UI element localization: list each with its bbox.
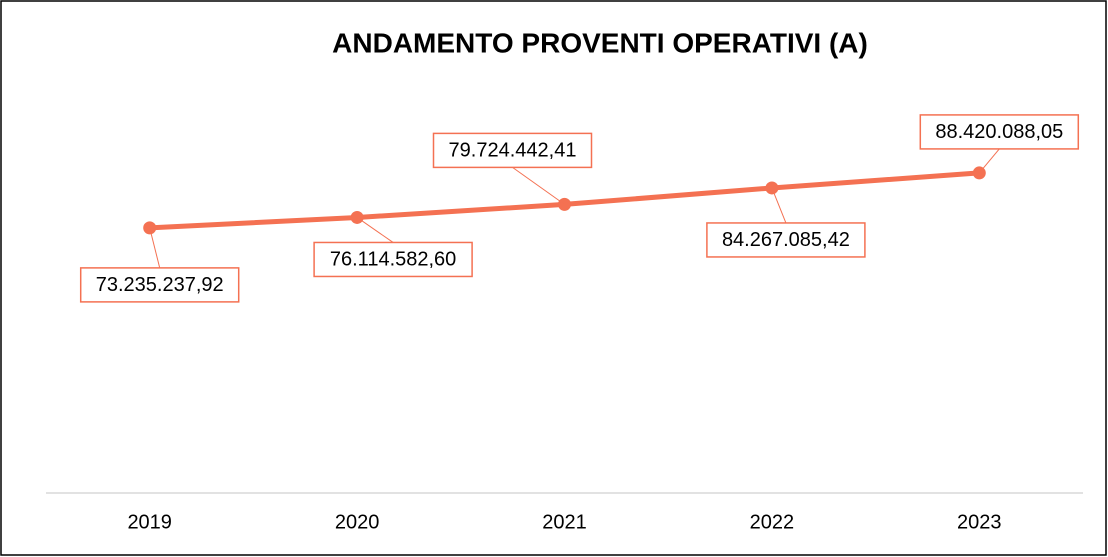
x-tick-label: 2022 [750, 511, 795, 533]
x-tick-label: 2020 [335, 511, 380, 533]
x-tick-label: 2021 [542, 511, 587, 533]
leader-line [512, 166, 565, 205]
label-box [432, 132, 593, 169]
chart-title: ANDAMENTO PROVENTI OPERATIVI (A) [332, 27, 868, 58]
data-label: 79.724.442,41 [449, 140, 577, 162]
leader-line [978, 148, 1000, 174]
leader-line [771, 187, 787, 224]
data-label: 84.267.085,42 [722, 229, 850, 251]
label-box [313, 241, 473, 278]
data-label: 73.235.237,92 [96, 274, 224, 296]
label-box [919, 114, 1080, 150]
data-label: 88.420.088,05 [935, 121, 1063, 143]
label-box [706, 222, 866, 258]
x-tick-label: 2019 [127, 511, 172, 533]
leader-line [356, 217, 394, 243]
leader-line [149, 227, 161, 269]
x-tick-label: 2023 [957, 511, 1002, 533]
data-label: 76.114.582,60 [330, 249, 456, 271]
label-box [79, 267, 240, 303]
